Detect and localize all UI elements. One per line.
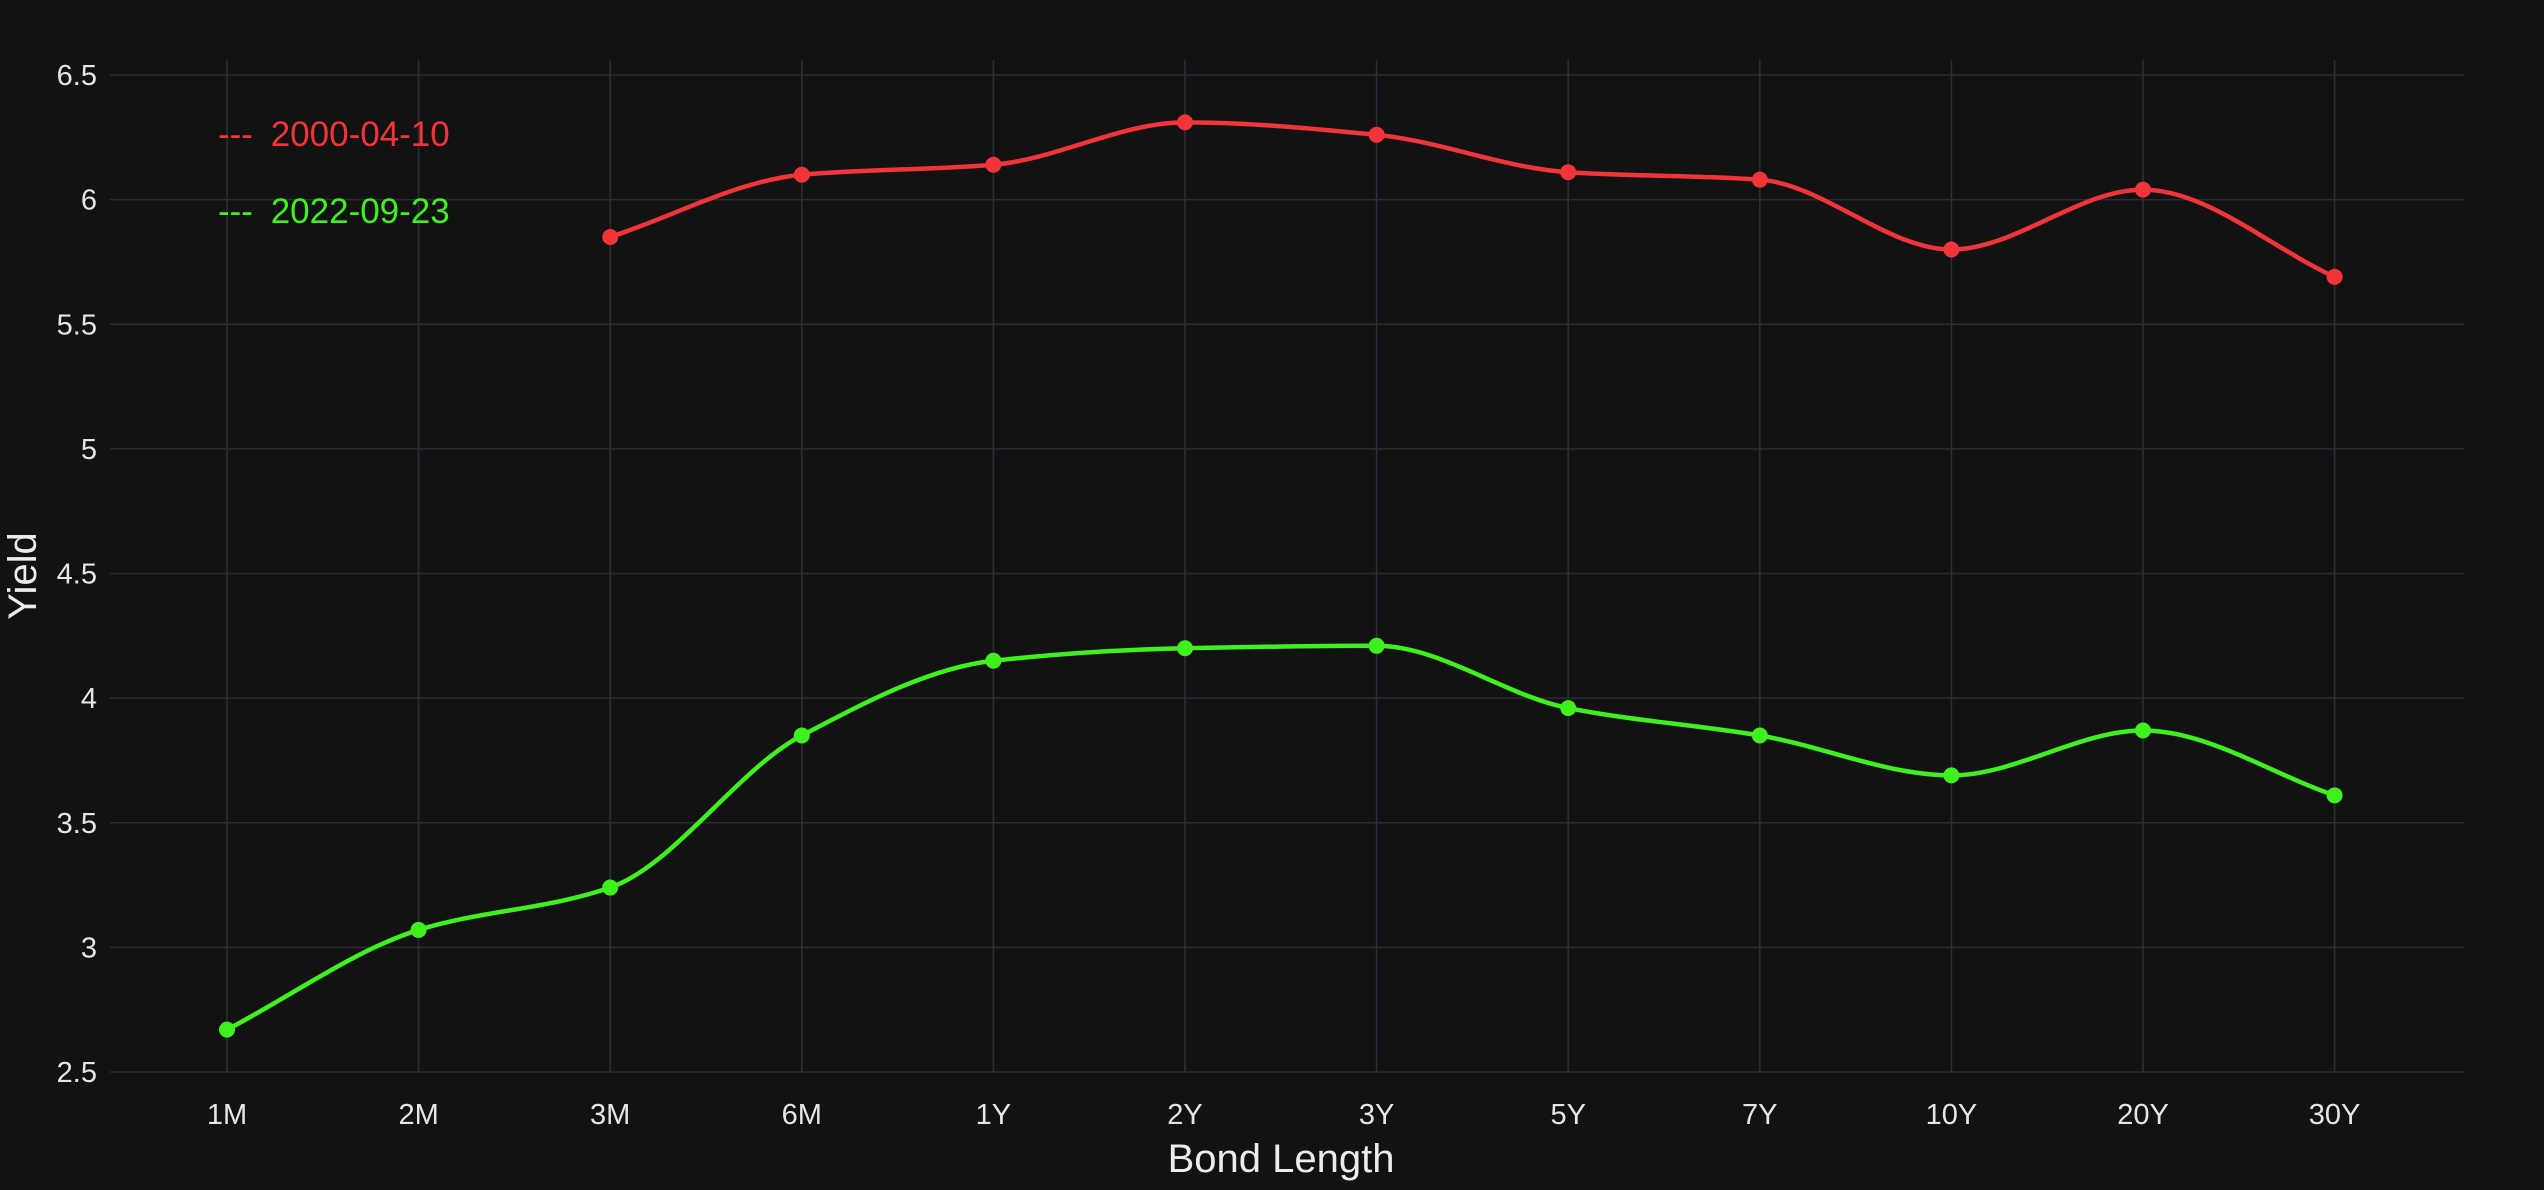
y-tick-label: 6 xyxy=(81,185,97,217)
series-2-point xyxy=(2326,787,2343,804)
x-tick-label: 3Y xyxy=(1359,1099,1394,1131)
x-tick-label: 10Y xyxy=(1926,1099,1978,1131)
x-tick-label: 20Y xyxy=(2117,1099,2169,1131)
x-tick-label: 5Y xyxy=(1550,1099,1585,1131)
series-2-point xyxy=(2135,722,2151,739)
series-2-point xyxy=(793,727,810,744)
series-1-point xyxy=(1177,114,1193,131)
x-axis-title: Bond Length xyxy=(1168,1137,1395,1181)
x-tick-label: 3M xyxy=(590,1099,630,1131)
x-tick-label: 2Y xyxy=(1167,1099,1202,1131)
x-tick-label: 30Y xyxy=(2309,1099,2361,1131)
y-tick-label: 2.5 xyxy=(57,1057,97,1089)
series-1-point xyxy=(1943,241,1960,258)
y-tick-label: 5 xyxy=(81,434,97,466)
y-tick-label: 4 xyxy=(81,683,97,715)
series-1-point xyxy=(2135,181,2151,198)
legend-marker-1: --- xyxy=(218,115,253,154)
series-2-point xyxy=(1368,637,1385,654)
series-2-point xyxy=(1943,767,1960,784)
x-tick-label: 1M xyxy=(207,1099,247,1131)
legend-entry-1: --- 2000-04-10 xyxy=(218,115,450,154)
series-2-point xyxy=(1177,640,1193,657)
series-1-point xyxy=(1751,171,1768,188)
x-tick-label: 6M xyxy=(782,1099,822,1131)
y-axis-title: Yield xyxy=(1,532,45,619)
y-tick-label: 3.5 xyxy=(57,808,97,840)
legend-marker-2: --- xyxy=(218,192,253,231)
legend-entry-2: --- 2022-09-23 xyxy=(218,192,450,231)
series-2-point xyxy=(985,652,1002,669)
series-2-point xyxy=(602,879,619,896)
series-1-point xyxy=(2326,268,2343,285)
legend-label-1: 2000-04-10 xyxy=(271,115,450,154)
series-1-point xyxy=(985,156,1002,173)
series-line-2 xyxy=(224,643,2337,1032)
legend: --- 2000-04-10 --- 2022-09-23 xyxy=(218,115,450,231)
x-axis-ticks: 1M 2M 3M 6M 1Y 2Y 3Y 5Y 7Y 10Y 20Y 30Y xyxy=(207,1099,2361,1131)
series-1-point xyxy=(1368,126,1385,143)
y-tick-label: 6.5 xyxy=(57,60,97,92)
series-1-point xyxy=(602,229,619,246)
x-tick-label: 7Y xyxy=(1742,1099,1777,1131)
x-tick-label: 2M xyxy=(398,1099,438,1131)
y-tick-label: 3 xyxy=(81,932,97,964)
series-2-point xyxy=(410,921,427,938)
y-tick-label: 5.5 xyxy=(57,309,97,341)
series-line-1 xyxy=(607,120,2337,280)
grid xyxy=(110,60,2464,1073)
legend-label-2: 2022-09-23 xyxy=(271,192,450,231)
series-1-point xyxy=(1560,164,1577,181)
series-2-point xyxy=(219,1021,235,1038)
y-tick-label: 4.5 xyxy=(57,559,97,591)
series-1-point xyxy=(793,166,810,183)
series-2-point xyxy=(1560,700,1577,717)
series-2-point xyxy=(1751,727,1768,744)
series-lines xyxy=(219,114,2343,1038)
y-axis-ticks: 2.5 3 3.5 4 4.5 5 5.5 6 6.5 xyxy=(57,60,97,1089)
x-tick-label: 1Y xyxy=(976,1099,1011,1131)
